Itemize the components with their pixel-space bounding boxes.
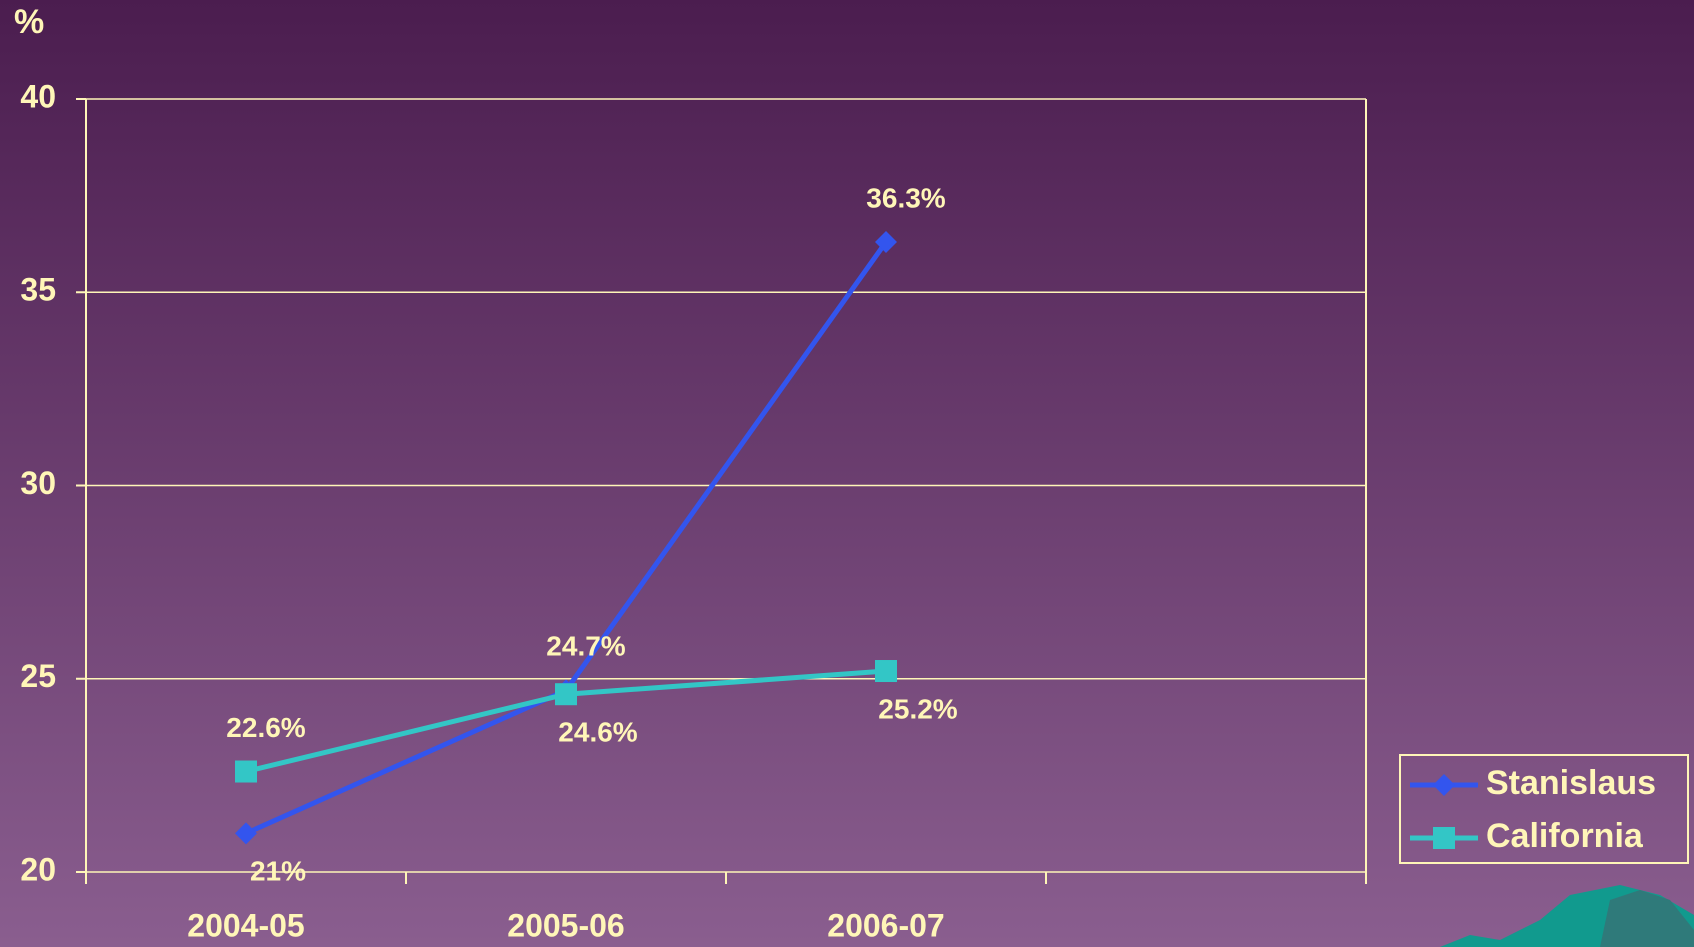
- data-label: 24.7%: [546, 631, 625, 662]
- data-point: [875, 660, 897, 682]
- y-tick-label: 30: [20, 465, 56, 501]
- data-label: 22.6%: [226, 712, 305, 743]
- chart: % 20 25 30 35 40 2004-05 2005-06 2006-07 21% 24.7…: [0, 0, 1694, 947]
- y-axis-label: %: [14, 3, 44, 41]
- y-tick-label: 35: [20, 272, 56, 308]
- page: % 20 25 30 35 40 2004-05 2005-06 2006-07 21% 24.7…: [0, 0, 1694, 947]
- data-point: [555, 683, 577, 705]
- x-tick-label: 2004-05: [187, 907, 304, 943]
- legend-label: Stanislaus: [1486, 764, 1656, 802]
- legend-label: California: [1486, 817, 1644, 855]
- background: [0, 0, 1694, 947]
- x-tick-label: 2006-07: [827, 907, 944, 943]
- y-tick-label: 40: [20, 78, 56, 114]
- data-label: 21%: [250, 856, 306, 887]
- data-label: 24.6%: [558, 717, 637, 748]
- data-label: 36.3%: [866, 182, 945, 213]
- data-point: [235, 761, 257, 783]
- y-tick-label: 20: [20, 851, 56, 887]
- y-tick-label: 25: [20, 658, 56, 694]
- x-tick-label: 2005-06: [507, 907, 624, 943]
- data-label: 25.2%: [878, 693, 957, 724]
- legend-marker: [1433, 827, 1455, 849]
